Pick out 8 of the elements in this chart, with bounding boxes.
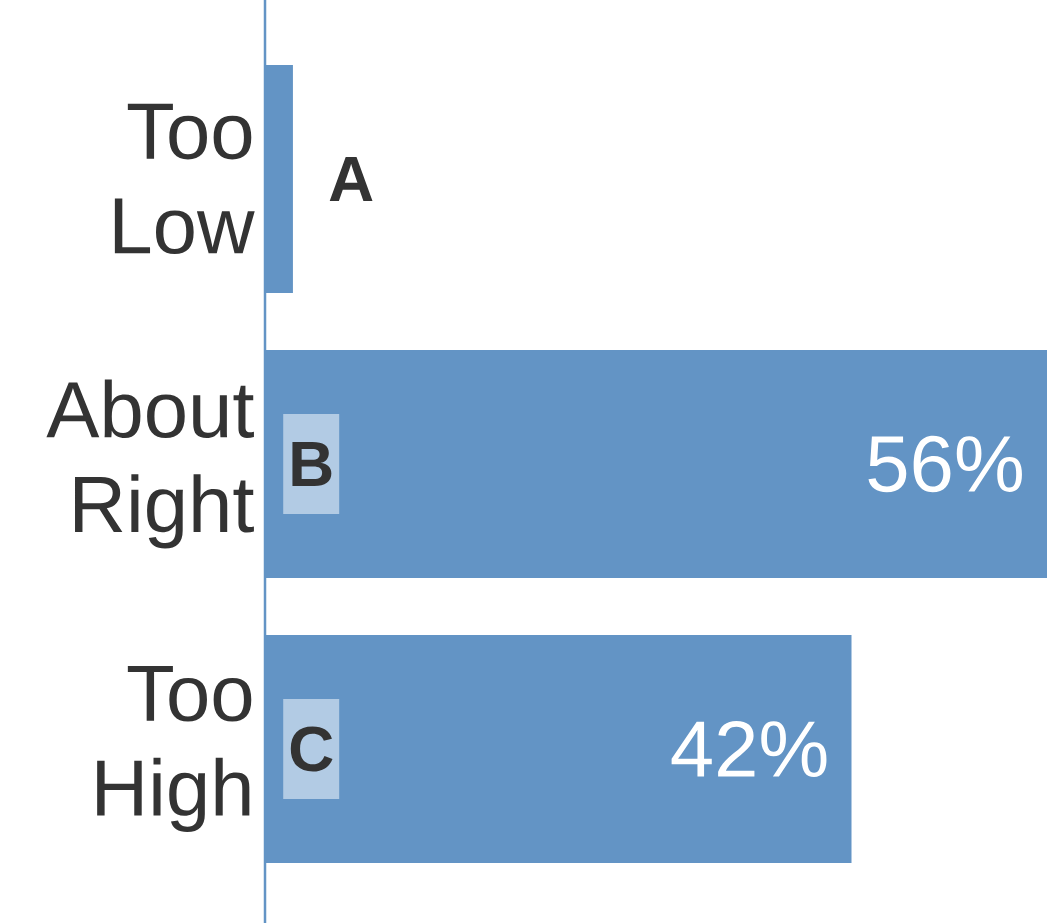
y-tick-label: Too High (97, 665, 252, 833)
annotation: B (292, 442, 332, 486)
data-label: 56% (868, 435, 1022, 493)
annotation: C (290, 726, 333, 772)
y-tick-label: About Right (46, 379, 254, 549)
y-tick-label: Too Low (114, 103, 255, 255)
annotation: A (329, 157, 373, 201)
data-label: 42% (671, 720, 827, 778)
